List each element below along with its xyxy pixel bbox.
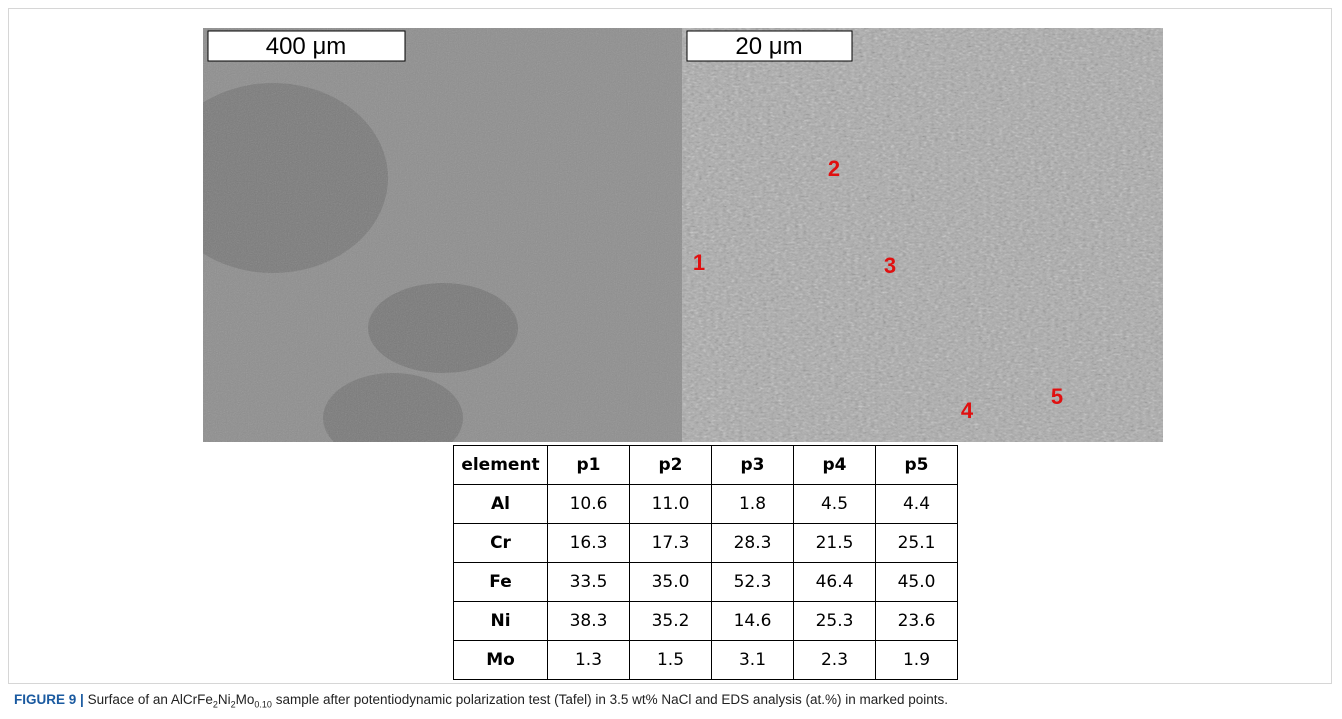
table-cell: 33.5 [548,563,630,602]
scale-bar-label: 400 μm [266,33,347,60]
caption-sub: 0.10 [254,700,272,710]
table-cell: Ni [454,602,548,641]
table-cell: 10.6 [548,485,630,524]
point-label: 4 [961,398,974,423]
table-cell: 2.3 [794,641,876,680]
table-cell: Mo [454,641,548,680]
point-label: 1 [693,250,705,275]
table-cell: 35.0 [630,563,712,602]
point-label: 2 [828,156,840,181]
caption: FIGURE 9 | Surface of an AlCrFe2Ni2Mo0.1… [14,692,948,710]
table-cell: 11.0 [630,485,712,524]
caption-text: sample after potentiodynamic polarizatio… [272,692,948,707]
caption-text: Mo [236,692,255,707]
table-cell: 1.8 [712,485,794,524]
table-cell: 1.9 [876,641,958,680]
scale-bar-label: 20 μm [735,33,802,60]
table-cell: 35.2 [630,602,712,641]
table-cell: 23.6 [876,602,958,641]
table-cell: p1 [548,446,630,485]
table-cell: 1.5 [630,641,712,680]
table-cell: 3.1 [712,641,794,680]
table-cell: element [454,446,548,485]
sem-image-right [682,28,1163,442]
page: 400 μm 20 μm 12345 elementp1p2p3p4p5Al10… [0,0,1342,719]
caption-text: Ni [218,692,231,707]
point-label: 3 [884,253,896,278]
table-cell: 21.5 [794,524,876,563]
table-cell: 16.3 [548,524,630,563]
caption-label: FIGURE 9 | [14,692,84,707]
sem-image-left [203,28,682,442]
table-cell: 1.3 [548,641,630,680]
table-cell: 38.3 [548,602,630,641]
micrographs: 400 μm 20 μm 1 2 3 4 5 [203,28,1163,442]
table-cell: 17.3 [630,524,712,563]
point-label: 5 [1051,384,1063,409]
table-cell: 4.4 [876,485,958,524]
table-cell: 25.3 [794,602,876,641]
table-cell: 25.1 [876,524,958,563]
table-cell: Fe [454,563,548,602]
caption-text: Surface of an AlCrFe [88,692,213,707]
table-cell: 45.0 [876,563,958,602]
table-cell: p3 [712,446,794,485]
table-cell: 52.3 [712,563,794,602]
table-cell: 14.6 [712,602,794,641]
table-cell: Cr [454,524,548,563]
table-cell: 28.3 [712,524,794,563]
table-cell: p5 [876,446,958,485]
table-cell: p4 [794,446,876,485]
table-cell: 4.5 [794,485,876,524]
table-cell: 46.4 [794,563,876,602]
table-cell: Al [454,485,548,524]
table-cell: p2 [630,446,712,485]
